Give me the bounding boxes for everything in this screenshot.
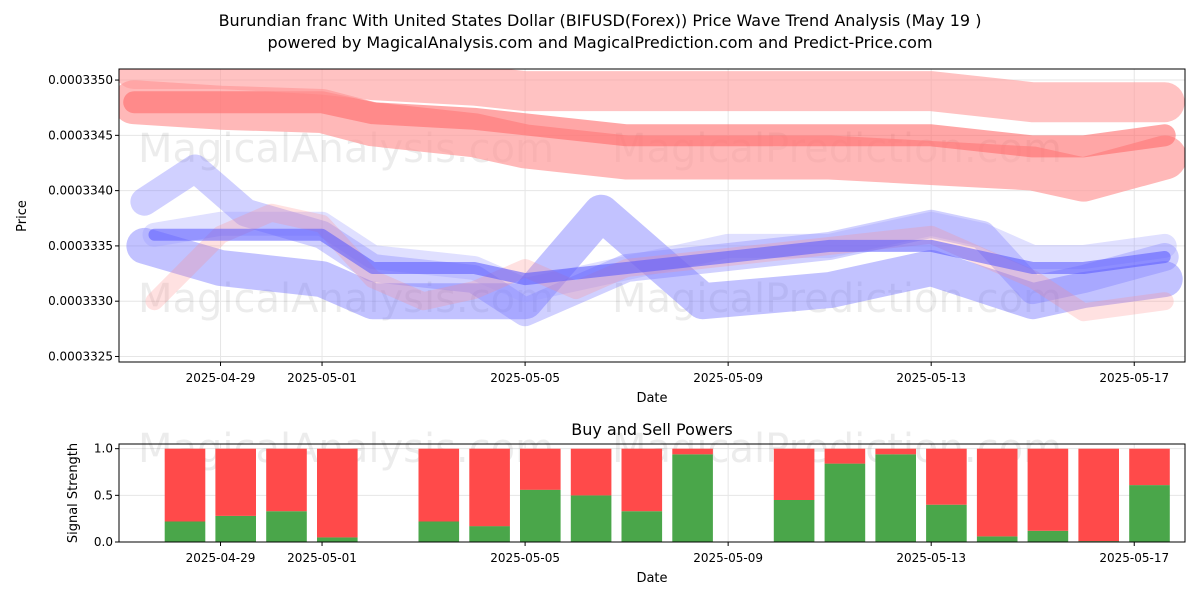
sell-bar bbox=[926, 448, 967, 505]
buy-bar bbox=[570, 495, 612, 542]
buy-bar bbox=[926, 504, 967, 542]
price-y-tick-label: 0.0003340 bbox=[48, 184, 113, 198]
sell-bar bbox=[824, 448, 866, 464]
buy-bar bbox=[266, 511, 307, 542]
sell-bar bbox=[621, 448, 663, 512]
buy-bar bbox=[215, 515, 256, 542]
sell-bar bbox=[672, 448, 713, 455]
power-y-axis-label: Signal Strength bbox=[66, 443, 81, 543]
price-x-tick-label: 2025-05-13 bbox=[896, 371, 966, 385]
watermark-analysis: MagicalAnalysis.com bbox=[138, 276, 554, 322]
power-chart-title: Buy and Sell Powers bbox=[571, 420, 733, 439]
watermark-prediction: MagicalPrediction.com bbox=[612, 276, 1062, 322]
power-x-tick-label: 2025-05-01 bbox=[287, 551, 357, 565]
price-y-tick-label: 0.0003330 bbox=[48, 294, 113, 308]
series-upper-band-top bbox=[119, 69, 1185, 123]
sell-bar bbox=[875, 448, 916, 455]
buy-bar bbox=[469, 526, 510, 542]
buy-bar bbox=[824, 463, 866, 542]
sell-bar bbox=[570, 448, 612, 496]
price-ticks: 0.0003325 0.0003330 0.0003335 0.0003340 0.00… bbox=[48, 73, 1169, 385]
buy-bar bbox=[672, 454, 713, 542]
sell-bar bbox=[469, 448, 510, 527]
sell-bar bbox=[266, 448, 307, 512]
power-y-tick-label: 0.5 bbox=[94, 488, 113, 502]
price-panel: MagicalAnalysis.com MagicalPrediction.co… bbox=[15, 68, 1186, 406]
sell-bar bbox=[1078, 448, 1119, 542]
sell-bar bbox=[773, 448, 815, 500]
price-y-tick-label: 0.0003345 bbox=[48, 128, 113, 142]
sell-bar bbox=[976, 448, 1018, 537]
price-x-tick-label: 2025-05-01 bbox=[287, 371, 357, 385]
buy-bar bbox=[520, 489, 561, 542]
sell-bar bbox=[1027, 448, 1069, 531]
price-x-axis-label: Date bbox=[636, 391, 667, 406]
price-x-tick-label: 2025-05-05 bbox=[490, 371, 560, 385]
price-x-tick-label: 2025-04-29 bbox=[186, 371, 256, 385]
price-series bbox=[119, 69, 1185, 327]
buy-bar bbox=[976, 536, 1018, 542]
price-y-tick-label: 0.0003335 bbox=[48, 239, 113, 253]
sell-bar bbox=[215, 448, 256, 516]
price-y-tick-label: 0.0003325 bbox=[48, 349, 113, 363]
price-y-tick-label: 0.0003350 bbox=[48, 73, 113, 87]
sell-bar bbox=[1129, 448, 1170, 486]
power-panel: Buy and Sell Powers MagicalAnalysis.com … bbox=[66, 420, 1186, 586]
power-x-tick-label: 2025-05-17 bbox=[1099, 551, 1169, 565]
power-plot-frame bbox=[118, 443, 1186, 543]
buy-bar bbox=[317, 537, 358, 542]
power-x-tick-label: 2025-05-05 bbox=[490, 551, 560, 565]
buy-bar bbox=[773, 500, 815, 542]
sell-bar bbox=[418, 448, 460, 522]
power-y-tick-label: 0.0 bbox=[94, 535, 113, 549]
power-ticks: 0.0 0.5 1.0 2025-04-29 2025-05-01 2025-05-05 2… bbox=[94, 442, 1169, 565]
price-plot-frame bbox=[118, 68, 1186, 363]
sell-bar bbox=[317, 448, 358, 538]
power-y-tick-label: 1.0 bbox=[94, 442, 113, 456]
buy-bar bbox=[418, 521, 460, 542]
chart-title: Burundian franc With United States Dolla… bbox=[219, 11, 982, 30]
sell-bar bbox=[520, 448, 561, 490]
power-bars bbox=[164, 448, 1170, 542]
chart-subtitle: powered by MagicalAnalysis.com and Magic… bbox=[267, 33, 932, 52]
series-lower-wave-1 bbox=[126, 194, 1183, 320]
price-x-tick-label: 2025-05-17 bbox=[1099, 371, 1169, 385]
price-x-tick-label: 2025-05-09 bbox=[693, 371, 763, 385]
buy-bar bbox=[621, 511, 663, 542]
buy-bar bbox=[164, 521, 206, 542]
buy-bar bbox=[875, 454, 916, 542]
power-x-tick-label: 2025-05-09 bbox=[693, 551, 763, 565]
power-x-tick-label: 2025-05-13 bbox=[896, 551, 966, 565]
buy-bar bbox=[1129, 485, 1170, 542]
series-upper-band-mid bbox=[123, 91, 1176, 158]
buy-bar bbox=[1027, 530, 1069, 542]
power-x-tick-label: 2025-04-29 bbox=[186, 551, 256, 565]
power-x-axis-label: Date bbox=[636, 571, 667, 586]
sell-bar bbox=[164, 448, 206, 522]
price-y-axis-label: Price bbox=[15, 200, 30, 232]
series-lower-core bbox=[148, 228, 1171, 286]
